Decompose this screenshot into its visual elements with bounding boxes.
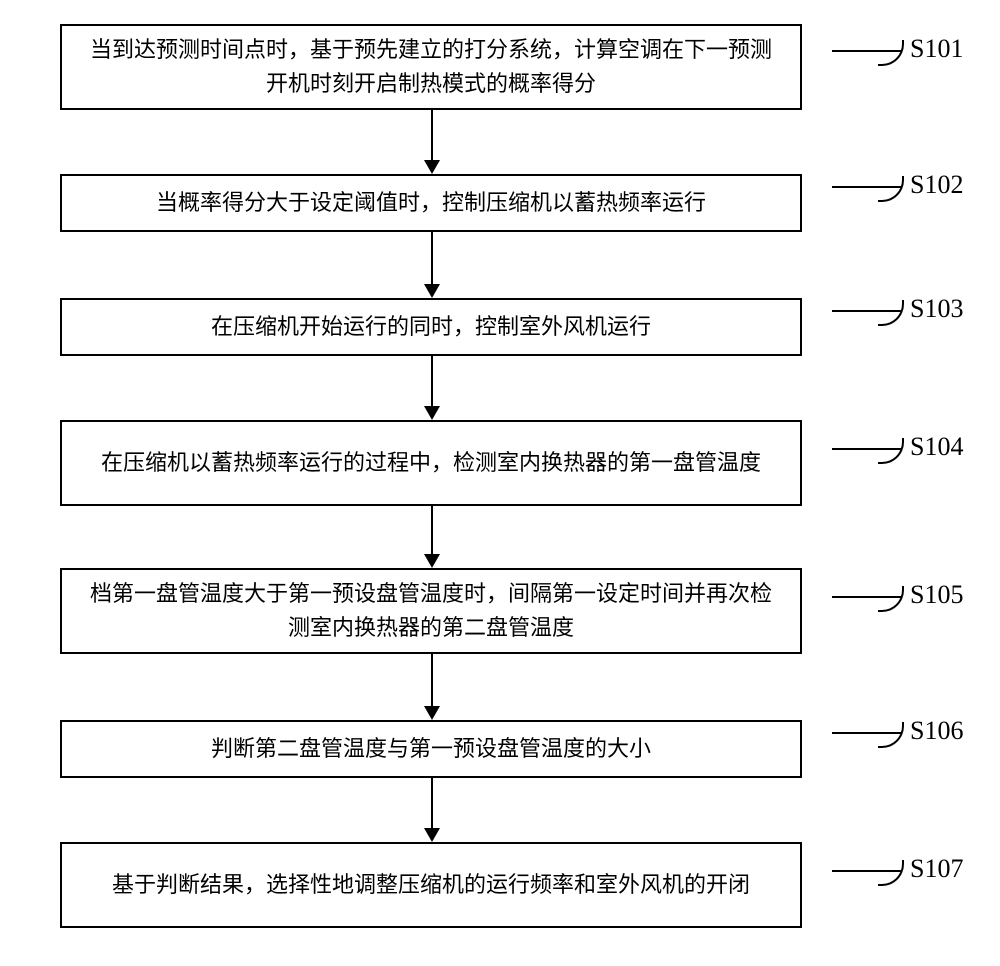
arrow-head xyxy=(424,828,440,842)
label-connector xyxy=(832,50,902,52)
step-text: 判断第二盘管温度与第一预设盘管温度的大小 xyxy=(211,732,651,766)
arrow-line xyxy=(431,654,433,706)
step-box-s102: 当概率得分大于设定阈值时，控制压缩机以蓄热频率运行 xyxy=(60,174,802,232)
label-connector xyxy=(832,448,902,450)
step-box-s107: 基于判断结果，选择性地调整压缩机的运行频率和室外风机的开闭 xyxy=(60,842,802,928)
step-label-s106: S106 xyxy=(910,716,963,746)
label-connector xyxy=(832,596,902,598)
arrow-line xyxy=(431,356,433,406)
step-box-s103: 在压缩机开始运行的同时，控制室外风机运行 xyxy=(60,298,802,356)
step-text: 当概率得分大于设定阈值时，控制压缩机以蓄热频率运行 xyxy=(156,186,706,220)
step-label-s102: S102 xyxy=(910,170,963,200)
step-label-s107: S107 xyxy=(910,854,963,884)
step-box-s101: 当到达预测时间点时，基于预先建立的打分系统，计算空调在下一预测开机时刻开启制热模… xyxy=(60,24,802,110)
arrow-head xyxy=(424,706,440,720)
step-text: 在压缩机以蓄热频率运行的过程中，检测室内换热器的第一盘管温度 xyxy=(101,446,761,480)
arrow-line xyxy=(431,232,433,284)
label-connector xyxy=(832,310,902,312)
label-connector xyxy=(832,732,902,734)
step-box-s104: 在压缩机以蓄热频率运行的过程中，检测室内换热器的第一盘管温度 xyxy=(60,420,802,506)
label-connector xyxy=(832,186,902,188)
arrow-line xyxy=(431,506,433,554)
flowchart-canvas: 当到达预测时间点时，基于预先建立的打分系统，计算空调在下一预测开机时刻开启制热模… xyxy=(0,0,1000,966)
arrow-head xyxy=(424,554,440,568)
step-box-s106: 判断第二盘管温度与第一预设盘管温度的大小 xyxy=(60,720,802,778)
arrow-head xyxy=(424,160,440,174)
step-label-s105: S105 xyxy=(910,580,963,610)
step-text: 档第一盘管温度大于第一预设盘管温度时，间隔第一设定时间并再次检测室内换热器的第二… xyxy=(80,577,782,645)
step-text: 基于判断结果，选择性地调整压缩机的运行频率和室外风机的开闭 xyxy=(112,868,750,902)
step-text: 在压缩机开始运行的同时，控制室外风机运行 xyxy=(211,310,651,344)
step-label-s104: S104 xyxy=(910,432,963,462)
arrow-line xyxy=(431,110,433,160)
arrow-head xyxy=(424,284,440,298)
label-connector xyxy=(832,870,902,872)
arrow-head xyxy=(424,406,440,420)
arrow-line xyxy=(431,778,433,828)
step-text: 当到达预测时间点时，基于预先建立的打分系统，计算空调在下一预测开机时刻开启制热模… xyxy=(80,33,782,101)
step-label-s103: S103 xyxy=(910,294,963,324)
step-box-s105: 档第一盘管温度大于第一预设盘管温度时，间隔第一设定时间并再次检测室内换热器的第二… xyxy=(60,568,802,654)
step-label-s101: S101 xyxy=(910,34,963,64)
